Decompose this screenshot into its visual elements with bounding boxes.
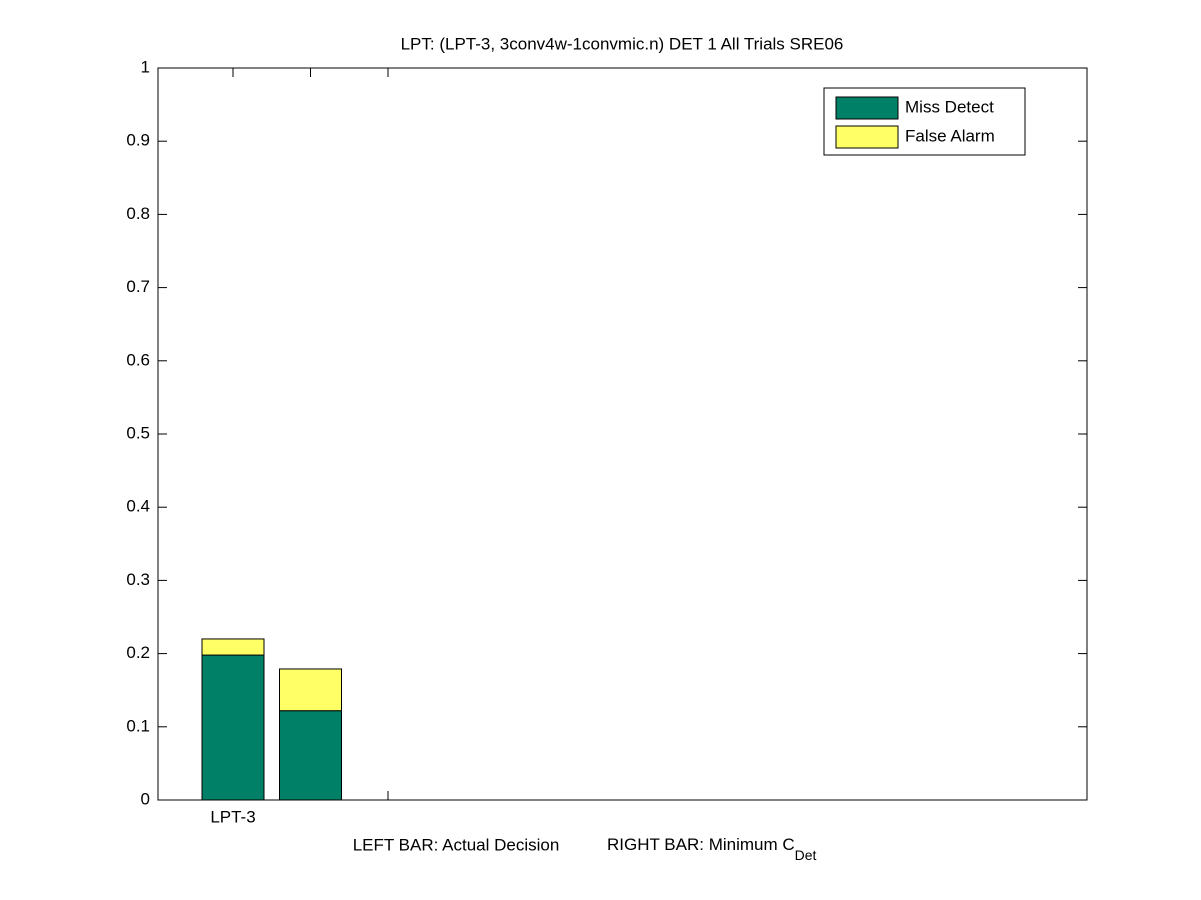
y-tick-label: 0.3 [126,570,150,589]
x-tick-label: LPT-3 [210,807,255,826]
legend-swatch [835,96,899,120]
y-tick-label: 0.4 [126,497,150,516]
x-axis-label: RIGHT BAR: Minimum CDet [607,835,817,862]
legend: Miss Detect False Alarm [823,87,1026,156]
bar-segment [279,668,342,712]
y-tick-label: 1 [141,57,150,76]
y-tick-label: 0.2 [126,643,150,662]
chart-title: LPT: (LPT-3, 3conv4w-1convmic.n) DET 1 A… [401,34,844,53]
y-tick-label: 0 [141,789,150,808]
y-tick-label: 0.7 [126,277,150,296]
y-tick-label: 0.1 [126,716,150,735]
bar-segment [279,710,342,801]
x-axis-label-part: RIGHT BAR: Minimum C [607,835,795,854]
y-tick-label: 0.6 [126,350,150,369]
x-axis-label-subscript: Det [795,847,817,863]
bar-segment [201,638,265,656]
y-tick-label: 0.9 [126,131,150,150]
y-tick-label: 0.8 [126,204,150,223]
legend-label: False Alarm [905,126,995,145]
bar-segment [201,654,265,801]
x-axis-label: LEFT BAR: Actual Decision [353,835,560,854]
legend-label: Miss Detect [905,97,994,116]
legend-swatch [835,125,899,149]
y-tick-label: 0.5 [126,423,150,442]
